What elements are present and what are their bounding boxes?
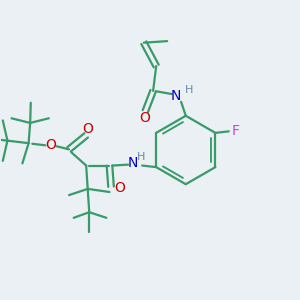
Text: O: O — [139, 111, 150, 125]
Text: O: O — [45, 138, 56, 152]
Text: N: N — [171, 88, 181, 103]
Text: N: N — [128, 156, 138, 170]
Text: F: F — [232, 124, 240, 138]
Text: H: H — [185, 85, 193, 95]
Text: O: O — [114, 181, 125, 195]
Text: O: O — [82, 122, 93, 136]
Text: H: H — [136, 152, 145, 162]
